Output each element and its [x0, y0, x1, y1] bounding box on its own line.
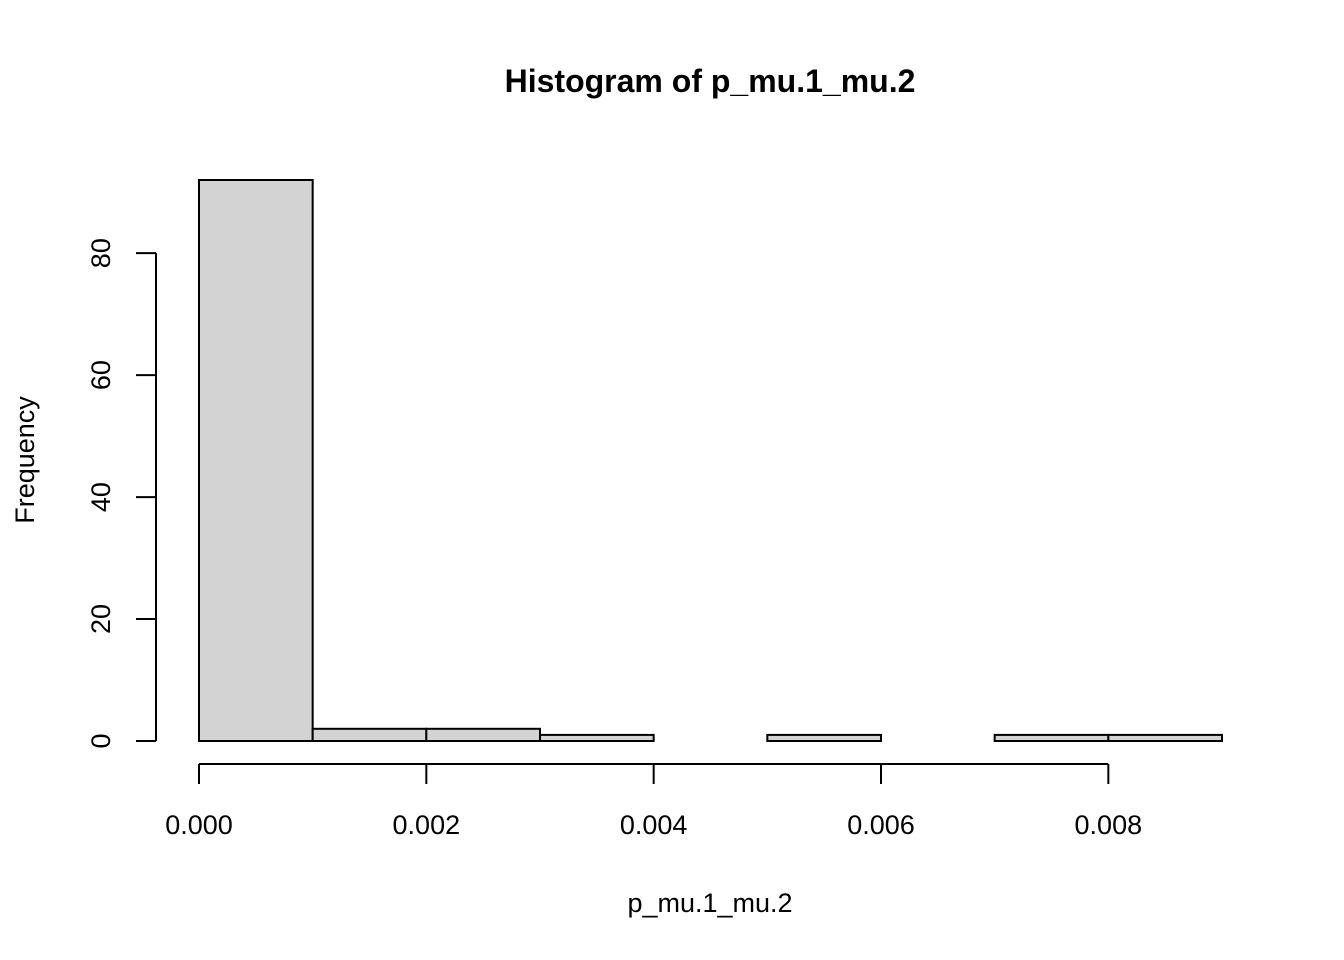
x-tick-label: 0.006	[847, 810, 915, 840]
histogram-bar-2	[425, 727, 542, 742]
x-tick-label: 0.002	[393, 810, 461, 840]
histogram-bar-3	[539, 733, 655, 742]
x-axis: 0.000 0.002 0.004 0.006 0.008	[165, 763, 1143, 840]
histogram-bar-5	[766, 733, 882, 742]
y-tick-label: 0	[86, 733, 116, 748]
histogram-bar-8	[1107, 733, 1224, 742]
y-tick-label: 60	[86, 360, 116, 390]
x-tick-label: 0.004	[620, 810, 688, 840]
y-tick-label: 80	[86, 238, 116, 268]
chart-title: Histogram of p_mu.1_mu.2	[505, 63, 916, 99]
y-axis: 0 20 40 60 80	[86, 238, 157, 749]
y-axis-label: Frequency	[10, 396, 40, 524]
x-tick-label: 0.008	[1075, 810, 1143, 840]
x-axis-label: p_mu.1_mu.2	[627, 888, 792, 918]
histogram-bar-0	[198, 179, 314, 742]
bars-group	[198, 179, 1224, 742]
y-tick-label: 20	[86, 604, 116, 634]
x-tick-label: 0.000	[165, 810, 233, 840]
histogram-bar-1	[311, 727, 428, 742]
histogram-bar-7	[993, 733, 1110, 742]
y-tick-label: 40	[86, 482, 116, 512]
